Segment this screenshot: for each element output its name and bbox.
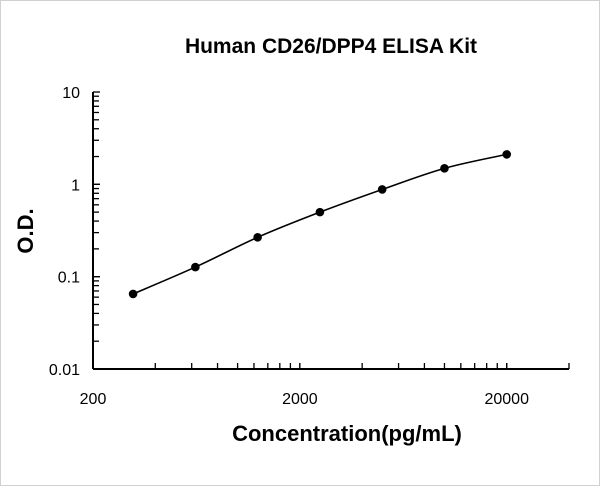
y-tick-label: 1 bbox=[71, 177, 80, 194]
data-point bbox=[502, 150, 512, 159]
y-tick-label: 10 bbox=[62, 85, 80, 102]
chart-title: Human CD26/DPP4 ELISA Kit bbox=[185, 35, 477, 58]
data-point bbox=[253, 232, 262, 242]
x-axis-label: Concentration(pg/mL) bbox=[232, 421, 462, 446]
y-tick-label: 0.1 bbox=[58, 270, 80, 287]
y-tick-label: 0.01 bbox=[49, 362, 80, 379]
data-point bbox=[440, 164, 449, 173]
y-axis-label: O.D. bbox=[13, 208, 38, 253]
data-point bbox=[128, 289, 138, 299]
x-tick-label: 2000 bbox=[282, 391, 318, 408]
data-point bbox=[377, 185, 387, 194]
fit-curve bbox=[132, 153, 507, 295]
data-point bbox=[315, 207, 325, 217]
x-tick-label: 20000 bbox=[484, 391, 529, 408]
x-tick-label: 200 bbox=[80, 391, 107, 408]
data-point bbox=[191, 262, 200, 272]
